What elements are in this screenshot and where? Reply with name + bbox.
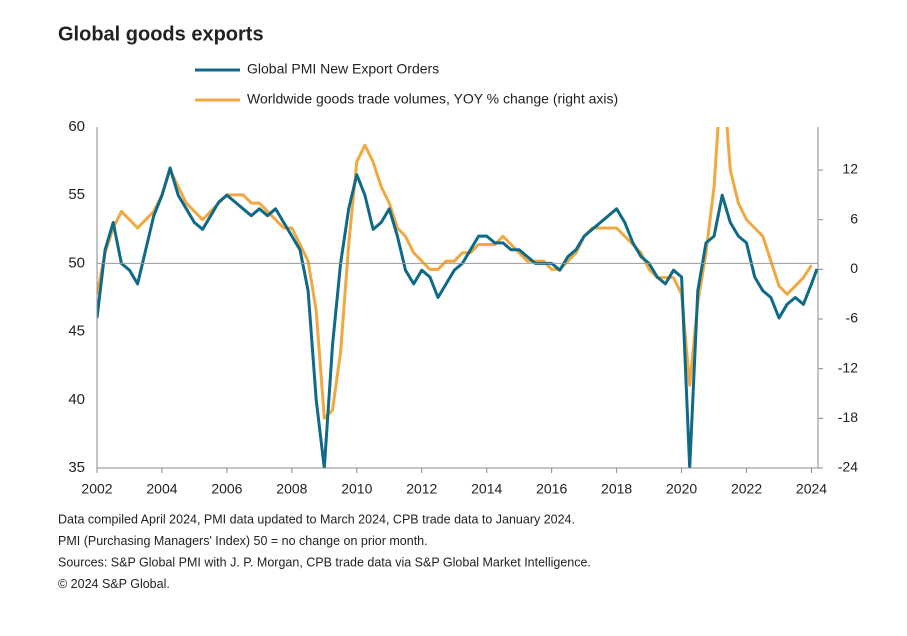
x-tick-label: 2006: [211, 481, 242, 497]
x-tick-label: 2008: [276, 481, 307, 497]
y2-tick-label: -18: [838, 409, 858, 425]
y2-tick-label: -12: [838, 359, 858, 375]
plot-area: [97, 127, 818, 468]
footnote: PMI (Purchasing Managers' Index) 50 = no…: [58, 534, 428, 548]
data-line: [97, 127, 813, 420]
y2-tick-label: 0: [850, 260, 858, 276]
y2-tick-label: 12: [842, 161, 858, 177]
x-tick-label: 2024: [796, 481, 827, 497]
y-tick-label: 60: [68, 118, 85, 135]
x-tick-label: 2004: [146, 481, 177, 497]
x-tick-label: 2014: [471, 481, 502, 497]
chart-title: Global goods exports: [58, 23, 264, 45]
y2-tick-label: -24: [838, 459, 858, 475]
footnote: © 2024 S&P Global.: [58, 577, 170, 591]
y-tick-label: 45: [68, 323, 85, 340]
x-tick-label: 2016: [536, 481, 567, 497]
x-tick-label: 2012: [406, 481, 437, 497]
footnote: Sources: S&P Global PMI with J. P. Morga…: [58, 555, 591, 569]
legend-label: Worldwide goods trade volumes, YOY % cha…: [247, 91, 618, 107]
x-tick-label: 2010: [341, 481, 372, 497]
x-tick-label: 2022: [731, 481, 762, 497]
y-tick-label: 55: [68, 186, 85, 203]
y2-tick-label: -6: [846, 310, 859, 326]
legend-label: Global PMI New Export Orders: [247, 61, 439, 77]
y-tick-label: 35: [68, 459, 85, 476]
footnote: Data compiled April 2024, PMI data updat…: [58, 512, 575, 526]
y-tick-label: 40: [68, 391, 85, 408]
x-tick-label: 2018: [601, 481, 632, 497]
x-tick-label: 2020: [666, 481, 697, 497]
x-tick-label: 2002: [81, 481, 112, 497]
y-tick-label: 50: [68, 254, 85, 271]
y2-tick-label: 6: [850, 210, 858, 226]
data-line: [97, 166, 818, 468]
